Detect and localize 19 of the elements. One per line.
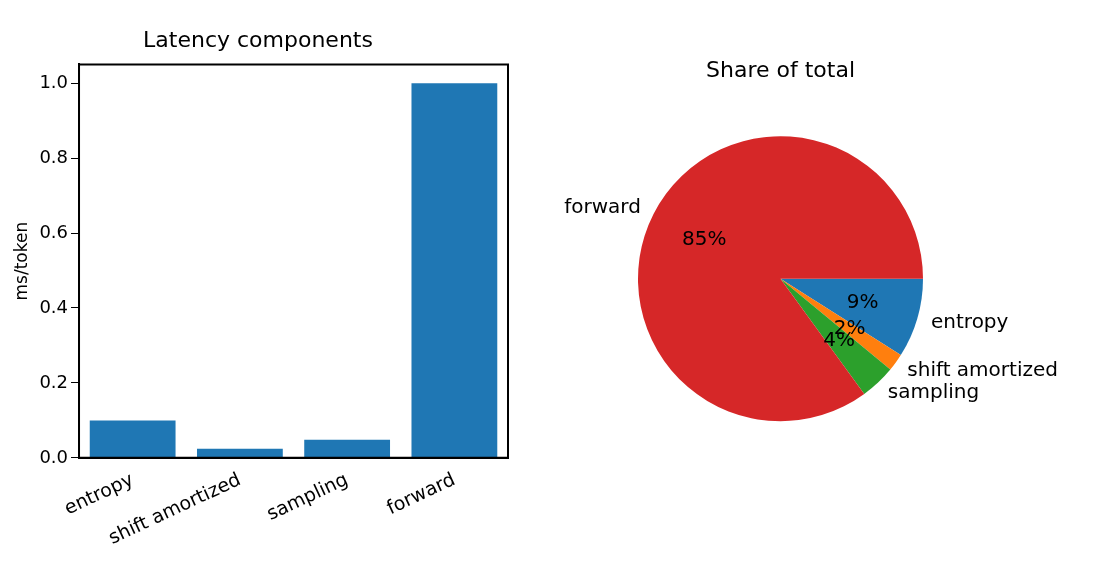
chart-title: Latency components <box>143 26 373 52</box>
bar <box>196 448 283 458</box>
slice-label: sampling <box>887 379 980 404</box>
slice-label: shift amortized <box>907 357 1058 382</box>
y-tick-label: 0.8 <box>39 145 69 167</box>
y-tick-label: 0.2 <box>39 370 69 392</box>
chart-title: Share of total <box>706 56 855 82</box>
bar <box>411 83 498 458</box>
bar <box>304 439 391 458</box>
bar <box>89 420 176 458</box>
data-label: 9% <box>846 288 879 313</box>
y-tick-label: 0.4 <box>39 295 69 317</box>
slice-label: entropy <box>931 308 1009 333</box>
data-label: 85% <box>682 226 727 251</box>
y-axis-title: ms/token <box>10 221 31 301</box>
y-tick-label: 0.0 <box>39 445 69 467</box>
y-tick-label: 0.6 <box>39 220 69 242</box>
slice-label: forward <box>564 193 641 218</box>
y-tick-label: 1.0 <box>39 70 69 92</box>
